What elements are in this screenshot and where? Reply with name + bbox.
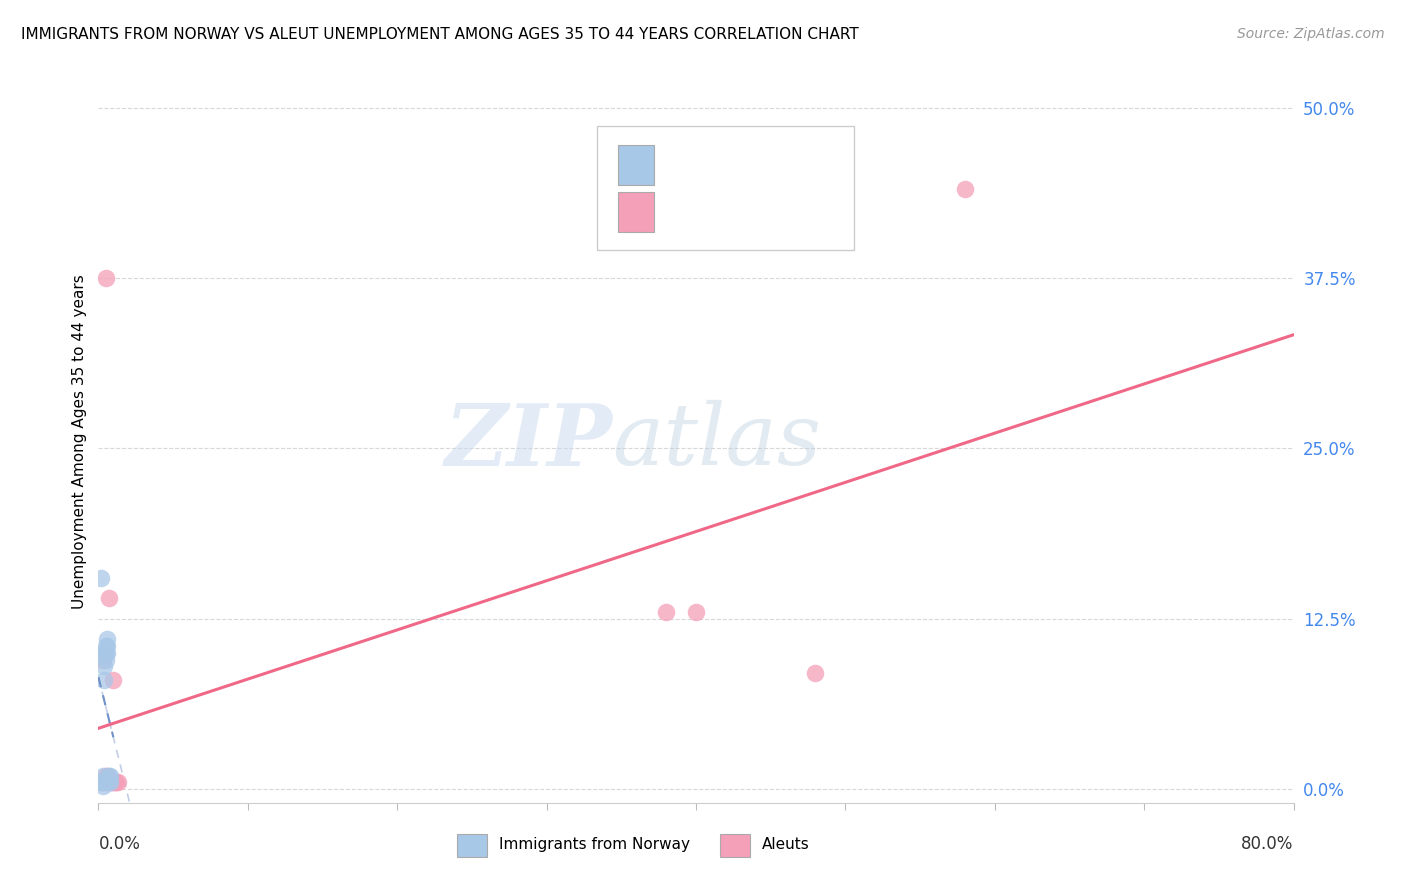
Point	[107, 775, 129, 789]
Point	[96, 639, 118, 653]
Point	[96, 775, 118, 789]
Point	[94, 768, 117, 782]
Text: 0.0%: 0.0%	[98, 835, 141, 854]
Point	[96, 768, 118, 782]
Bar	[619, 145, 654, 185]
Point	[93, 659, 115, 673]
Point	[103, 775, 125, 789]
Point	[96, 632, 118, 647]
Point	[90, 775, 112, 789]
Text: IMMIGRANTS FROM NORWAY VS ALEUT UNEMPLOYMENT AMONG AGES 35 TO 44 YEARS CORRELATI: IMMIGRANTS FROM NORWAY VS ALEUT UNEMPLOY…	[21, 27, 859, 42]
Point	[91, 768, 114, 782]
Point	[97, 768, 120, 782]
Point	[103, 673, 125, 687]
Text: 80.0%: 80.0%	[1241, 835, 1294, 854]
Text: N = 18: N = 18	[779, 156, 842, 175]
Point	[98, 775, 122, 789]
Point	[93, 775, 115, 789]
Point	[90, 775, 112, 789]
FancyBboxPatch shape	[596, 126, 853, 250]
Text: ZIP: ZIP	[444, 400, 613, 483]
Point	[93, 673, 115, 687]
Point	[97, 591, 120, 606]
Bar	[457, 834, 486, 857]
Text: Immigrants from Norway: Immigrants from Norway	[499, 838, 690, 852]
Text: R =  0.217: R = 0.217	[666, 156, 755, 175]
Bar	[619, 193, 654, 232]
Point	[94, 646, 117, 660]
Point	[91, 653, 114, 667]
Point	[91, 775, 114, 789]
Point	[104, 775, 127, 789]
Point	[94, 271, 117, 285]
Point	[953, 182, 976, 196]
Point	[94, 775, 117, 789]
Point	[101, 775, 124, 789]
Point	[105, 775, 128, 789]
Point	[98, 768, 122, 782]
Y-axis label: Unemployment Among Ages 35 to 44 years: Unemployment Among Ages 35 to 44 years	[72, 274, 87, 609]
Point	[96, 646, 118, 660]
Text: atlas: atlas	[613, 401, 821, 483]
Point	[93, 646, 115, 660]
Point	[98, 775, 122, 789]
Point	[97, 775, 120, 789]
Point	[655, 605, 678, 619]
Point	[93, 646, 115, 660]
Point	[804, 666, 827, 681]
Text: N = 21: N = 21	[779, 203, 842, 221]
Point	[94, 653, 117, 667]
Text: Aleuts: Aleuts	[762, 838, 810, 852]
Text: Source: ZipAtlas.com: Source: ZipAtlas.com	[1237, 27, 1385, 41]
Text: R =  0.530: R = 0.530	[666, 203, 755, 221]
Bar	[720, 834, 749, 857]
Point	[94, 639, 117, 653]
Point	[685, 605, 707, 619]
Point	[90, 571, 112, 585]
Point	[91, 780, 114, 794]
